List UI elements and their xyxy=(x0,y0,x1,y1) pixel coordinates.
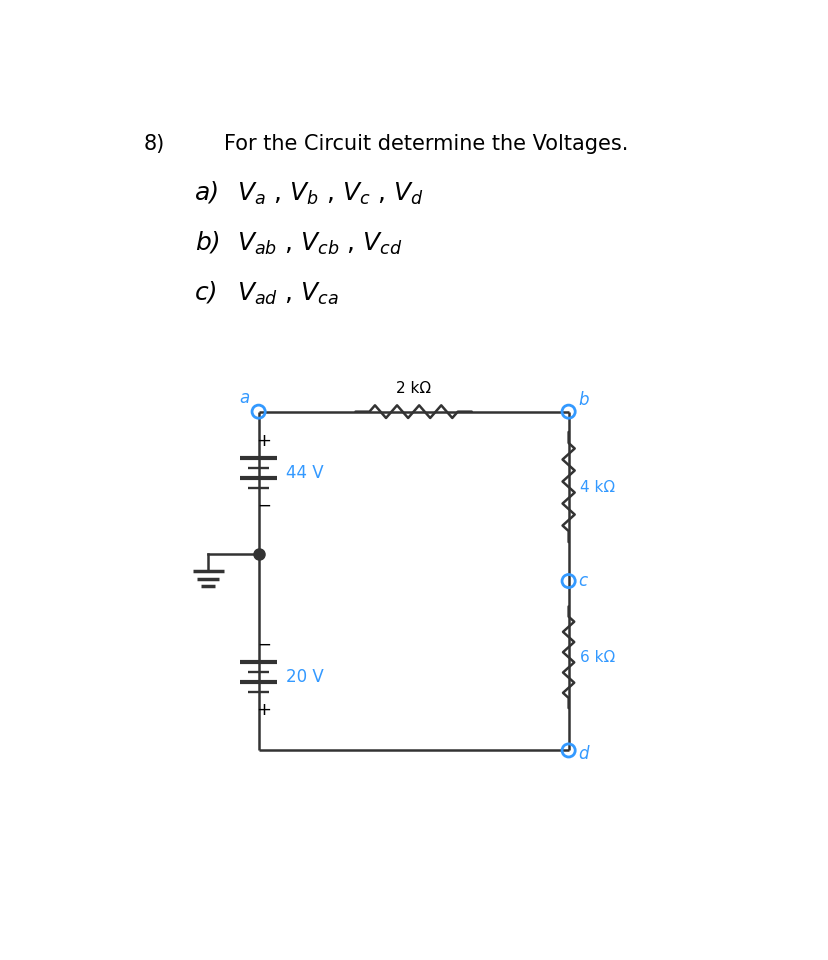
Text: c): c) xyxy=(195,280,219,304)
Text: 20 V: 20 V xyxy=(286,668,323,686)
Text: −: − xyxy=(257,636,271,654)
Text: 2 kΩ: 2 kΩ xyxy=(396,381,431,396)
Text: 8): 8) xyxy=(144,134,165,155)
Text: $V_{ab}$ , $V_{cb}$ , $V_{cd}$: $V_{ab}$ , $V_{cb}$ , $V_{cd}$ xyxy=(237,230,402,257)
Text: $V_a$ , $V_b$ , $V_c$ , $V_d$: $V_a$ , $V_b$ , $V_c$ , $V_d$ xyxy=(237,180,423,206)
Text: $V_{ad}$ , $V_{ca}$: $V_{ad}$ , $V_{ca}$ xyxy=(237,280,339,307)
Text: a: a xyxy=(239,389,249,407)
Text: 4 kΩ: 4 kΩ xyxy=(580,480,614,495)
Text: For the Circuit determine the Voltages.: For the Circuit determine the Voltages. xyxy=(224,134,628,155)
Text: b: b xyxy=(577,391,588,409)
Text: 44 V: 44 V xyxy=(286,465,323,482)
Text: d: d xyxy=(577,745,588,763)
Text: 6 kΩ: 6 kΩ xyxy=(580,650,614,664)
Text: b): b) xyxy=(195,230,220,254)
Text: c: c xyxy=(577,572,586,590)
Text: +: + xyxy=(256,432,272,450)
Text: +: + xyxy=(256,701,272,719)
Text: −: − xyxy=(257,496,271,515)
Text: a): a) xyxy=(195,180,220,204)
